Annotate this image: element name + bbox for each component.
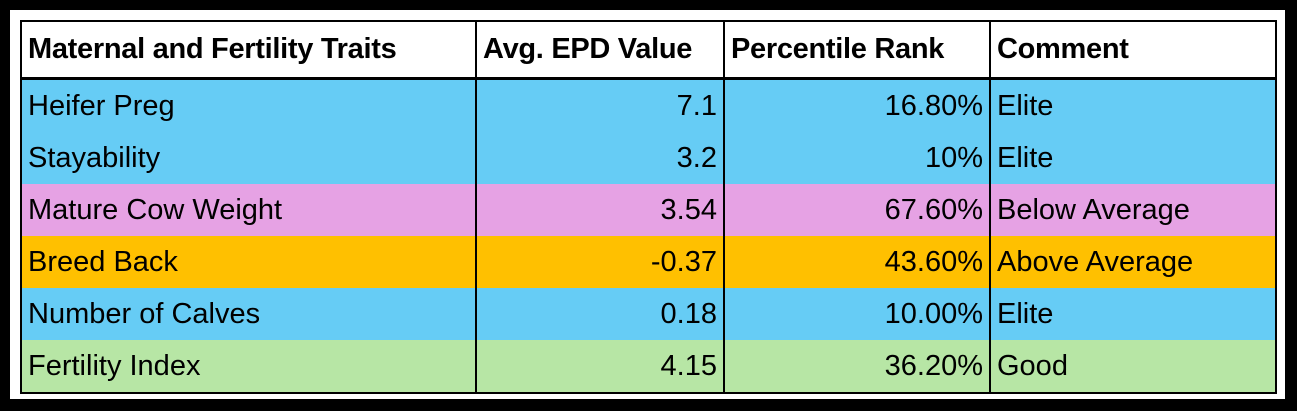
epd-cell[interactable]: -0.37 [475, 236, 725, 288]
comment-cell[interactable]: Elite [989, 78, 1277, 132]
header-epd[interactable]: Avg. EPD Value [475, 20, 725, 80]
spreadsheet-sheet: Maternal and Fertility Traits Avg. EPD V… [10, 10, 1285, 399]
trait-cell[interactable]: Mature Cow Weight [20, 184, 477, 236]
percentile-cell[interactable]: 16.80% [723, 78, 991, 132]
header-trait[interactable]: Maternal and Fertility Traits [20, 20, 477, 80]
comment-cell[interactable]: Above Average [989, 236, 1277, 288]
table-row-fertility-index: Fertility Index 4.15 36.20% Good [20, 340, 1277, 394]
trait-cell[interactable]: Stayability [20, 132, 477, 184]
comment-cell[interactable]: Good [989, 340, 1277, 394]
percentile-cell[interactable]: 10.00% [723, 288, 991, 340]
header-percentile[interactable]: Percentile Rank [723, 20, 991, 80]
trait-cell[interactable]: Number of Calves [20, 288, 477, 340]
table-row-mature-cow-weight: Mature Cow Weight 3.54 67.60% Below Aver… [20, 184, 1277, 236]
trait-cell[interactable]: Fertility Index [20, 340, 477, 394]
comment-cell[interactable]: Elite [989, 132, 1277, 184]
header-row: Maternal and Fertility Traits Avg. EPD V… [20, 20, 1277, 80]
epd-cell[interactable]: 4.15 [475, 340, 725, 394]
epd-cell[interactable]: 3.54 [475, 184, 725, 236]
percentile-cell[interactable]: 67.60% [723, 184, 991, 236]
epd-cell[interactable]: 3.2 [475, 132, 725, 184]
epd-cell[interactable]: 7.1 [475, 78, 725, 132]
percentile-cell[interactable]: 36.20% [723, 340, 991, 394]
percentile-cell[interactable]: 43.60% [723, 236, 991, 288]
table-row-stayability: Stayability 3.2 10% Elite [20, 132, 1277, 184]
epd-cell[interactable]: 0.18 [475, 288, 725, 340]
table-row-breed-back: Breed Back -0.37 43.60% Above Average [20, 236, 1277, 288]
percentile-cell[interactable]: 10% [723, 132, 991, 184]
comment-cell[interactable]: Elite [989, 288, 1277, 340]
trait-cell[interactable]: Heifer Preg [20, 78, 477, 132]
header-comment[interactable]: Comment [989, 20, 1277, 80]
comment-cell[interactable]: Below Average [989, 184, 1277, 236]
maternal-fertility-traits-table: Maternal and Fertility Traits Avg. EPD V… [20, 20, 1277, 394]
trait-cell[interactable]: Breed Back [20, 236, 477, 288]
table-row-heifer-preg: Heifer Preg 7.1 16.80% Elite [20, 78, 1277, 132]
table-row-number-of-calves: Number of Calves 0.18 10.00% Elite [20, 288, 1277, 340]
